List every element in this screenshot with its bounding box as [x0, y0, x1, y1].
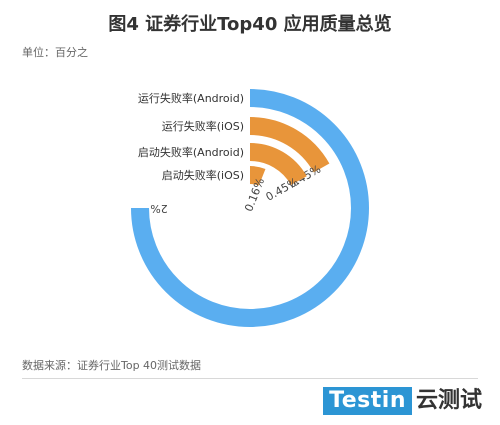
value-label-3: 0.16% — [242, 176, 267, 213]
category-label-2: 启动失败率(Android) — [138, 145, 244, 159]
bar-3 — [249, 166, 266, 186]
chart-title: 图4 证券行业Top40 应用质量总览 — [108, 14, 392, 35]
bar-0 — [131, 89, 369, 327]
logo-cn-text: 云测试 — [415, 388, 482, 413]
category-label-1: 运行失败率(iOS) — [162, 119, 244, 133]
unit-label: 单位：百分之 — [22, 46, 88, 59]
data-source: 数据来源：证券行业Top 40测试数据 — [22, 359, 202, 372]
bar-2 — [249, 143, 307, 186]
bar-1 — [249, 117, 330, 173]
category-label-0: 运行失败率(Android) — [138, 91, 244, 105]
value-label-2: 0.45% — [264, 175, 301, 203]
footer-divider — [22, 378, 478, 379]
logo-text: Testin — [323, 387, 412, 415]
testin-logo: Testin 云测试 — [323, 387, 482, 415]
value-label-0: 2% — [150, 202, 167, 215]
category-label-3: 启动失败率(iOS) — [162, 168, 244, 182]
